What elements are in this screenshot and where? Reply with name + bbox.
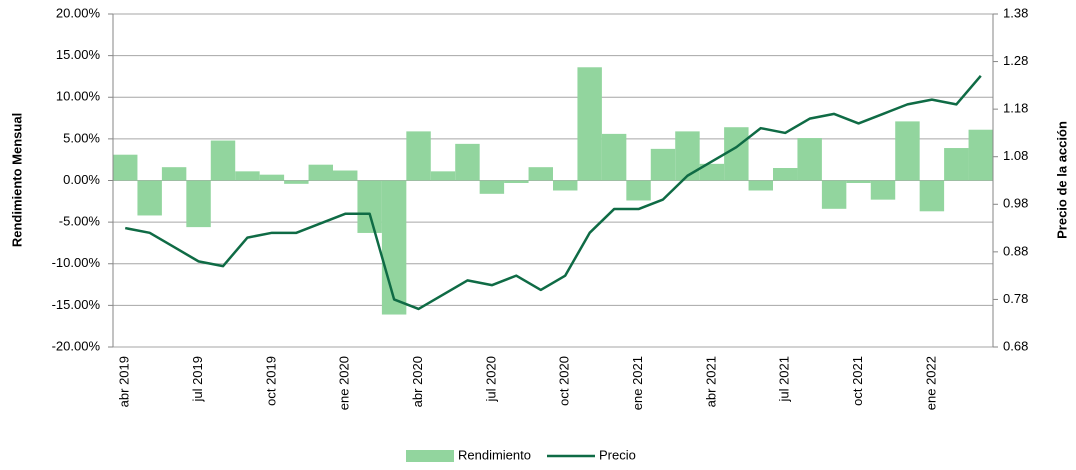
x-tick-label: ene 2020 [337,356,352,410]
bar [601,133,627,181]
legend-swatch [406,450,454,462]
bar [919,180,945,212]
bar [699,163,725,181]
y2-tick-label: 0.88 [1003,243,1028,258]
y-tick-label: 15.00% [56,47,101,62]
bar [650,148,676,181]
bar [504,180,529,183]
y2-tick-label: 0.78 [1003,291,1028,306]
x-tick-label: ene 2021 [630,356,645,410]
bar [430,171,456,181]
bar [333,170,358,181]
x-tick-label: abr 2021 [703,356,718,407]
y2-tick-label: 1.08 [1003,148,1028,163]
bar [528,167,553,181]
bar [161,167,187,181]
bar [944,148,969,181]
bar [748,180,773,191]
bar [113,154,138,181]
bar [821,180,847,209]
bar [675,131,700,181]
bar [968,129,993,181]
price-line [124,75,982,311]
bar [895,121,920,181]
bar [259,174,285,181]
bar [137,180,162,216]
y-tick-label: 20.00% [56,5,101,20]
bar [773,168,798,181]
bar [357,180,382,233]
bar [186,180,211,228]
x-tick-label: oct 2019 [263,356,278,406]
x-tick-label: abr 2019 [117,356,132,407]
y2-tick-label: 1.38 [1003,5,1028,20]
x-tick-label: oct 2020 [557,356,572,406]
bar [797,138,822,181]
x-tick-label: ene 2022 [923,356,938,410]
y-tick-label: 0.00% [63,172,100,187]
y-tick-label: -15.00% [52,297,101,312]
bar [381,180,407,315]
bar [284,180,309,184]
x-tick-label: jul 2021 [777,356,792,403]
y-tick-label: -10.00% [52,255,101,270]
bar [479,180,505,194]
bar [553,180,578,191]
bar [406,131,431,181]
bar [724,127,749,181]
legend-label: Precio [599,447,636,462]
bar [846,180,871,183]
y2-tick-label: 0.68 [1003,338,1028,353]
bar [455,143,480,181]
bar [577,67,602,181]
y2-tick-label: 1.28 [1003,53,1028,68]
y-tick-label: -5.00% [59,214,101,229]
x-tick-label: jul 2020 [483,356,498,403]
bar [870,180,896,200]
bar [308,164,333,181]
x-tick-label: oct 2021 [850,356,865,406]
legend-label: Rendimiento [458,447,531,462]
y-tick-label: 10.00% [56,89,101,104]
bar [626,180,651,201]
y-tick-label: 5.00% [63,130,100,145]
y-axis-title: Rendimiento Mensual [9,113,24,247]
y2-axis-title: Precio de la acción [1054,121,1069,239]
y2-tick-label: 0.98 [1003,196,1028,211]
y2-tick-label: 1.18 [1003,101,1028,116]
x-tick-label: abr 2020 [410,356,425,407]
y-tick-label: -20.00% [52,338,101,353]
bar [210,140,236,181]
x-tick-label: jul 2019 [190,356,205,403]
bar [235,171,260,181]
